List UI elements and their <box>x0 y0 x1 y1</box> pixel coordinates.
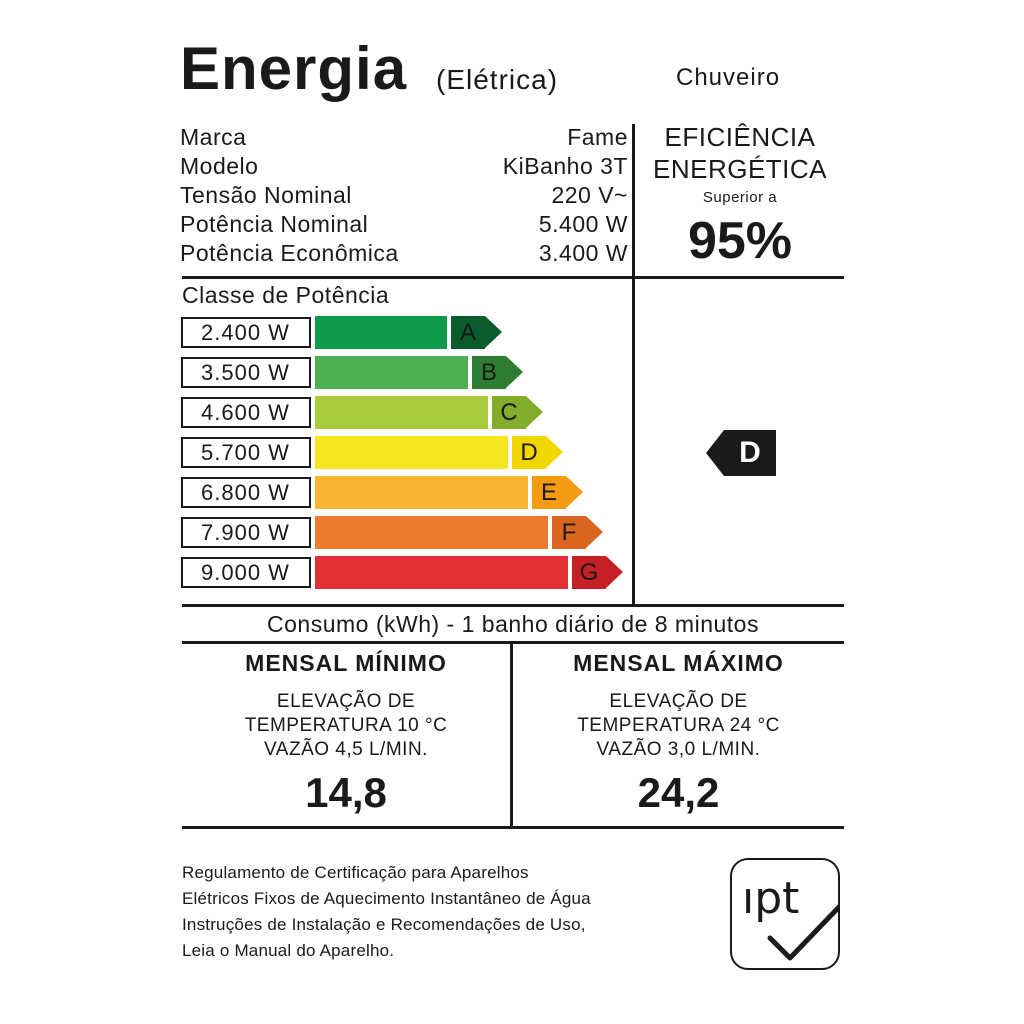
label-subtitle: (Elétrica) <box>436 64 559 95</box>
class-letter-b: B <box>480 359 497 386</box>
class-power-d: 5.700 W <box>181 437 311 468</box>
min-heading: MENSAL MÍNIMO <box>245 650 447 676</box>
label-title: Energia <box>180 35 408 102</box>
max-value: 24,2 <box>637 769 720 816</box>
class-power-e: 6.800 W <box>181 477 311 508</box>
class-arrow-a: A <box>451 316 502 349</box>
spec-row-marca: Marca Fame <box>180 123 628 152</box>
max-heading: MENSAL MÁXIMO <box>573 650 784 676</box>
class-power-g: 9.000 W <box>181 557 311 588</box>
class-letter-f: F <box>561 519 577 546</box>
spec-label: Potência Nominal <box>180 211 369 237</box>
class-letter-e: E <box>540 479 557 506</box>
class-bar-b <box>315 356 468 389</box>
footer-line-2: Elétricos Fixos de Aquecimento Instantân… <box>182 889 591 908</box>
class-power-f: 7.900 W <box>181 517 311 548</box>
spec-row-modelo: Modelo KiBanho 3T <box>180 152 628 181</box>
spec-row-potencia-nominal: Potência Nominal 5.400 W <box>180 210 628 239</box>
spec-value: 5.400 W <box>538 211 628 237</box>
spec-value: 3.400 W <box>538 240 628 266</box>
min-line-3: VAZÃO 4,5 L/MIN. <box>264 739 428 760</box>
class-letter-c: C <box>500 399 518 426</box>
spec-label: Tensão Nominal <box>180 182 352 208</box>
efficiency-title-2: ENERGÉTICA <box>652 154 828 184</box>
spec-label: Marca <box>180 124 247 150</box>
min-value: 14,8 <box>305 769 387 816</box>
class-bar-e <box>315 476 528 509</box>
class-bar-d <box>315 436 508 469</box>
class-letter-d: D <box>520 439 538 466</box>
class-bar-c <box>315 396 488 429</box>
spec-value: 220 V~ <box>551 182 628 208</box>
class-arrow-c: C <box>492 396 543 429</box>
class-arrow-b: B <box>472 356 523 389</box>
class-arrow-g: G <box>572 556 623 589</box>
class-power-c: 4.600 W <box>181 397 311 428</box>
spec-row-potencia-economica: Potência Econômica 3.400 W <box>180 239 628 268</box>
divider-specs <box>182 276 844 279</box>
efficiency-superior-label: Superior a <box>702 189 778 206</box>
min-line-1: ELEVAÇÃO DE <box>276 691 416 712</box>
min-line-2: TEMPERATURA 10 °C <box>244 715 448 736</box>
divider-consumo <box>182 641 844 644</box>
footer-line-4: Leia o Manual do Aparelho. <box>182 941 395 960</box>
footer-line-3: Instruções de Instalação e Recomendações… <box>182 915 586 934</box>
efficiency-value: 95% <box>687 212 793 270</box>
consumption-title: Consumo (kWh) - 1 banho diário de 8 minu… <box>267 611 759 637</box>
max-line-2: TEMPERATURA 24 °C <box>577 715 780 736</box>
divider-classes <box>182 604 844 607</box>
class-letter-a: A <box>459 319 476 346</box>
efficiency-title: EFICIÊNCIA <box>664 122 816 152</box>
class-bar-f <box>315 516 548 549</box>
divider-vertical-right <box>632 124 635 605</box>
footer-line-1: Regulamento de Certificação para Aparelh… <box>182 863 529 882</box>
classes-title: Classe de Potência <box>182 282 390 308</box>
class-letter-g: G <box>579 559 599 586</box>
divider-consumo-columns <box>510 641 513 828</box>
class-power-a: 2.400 W <box>181 317 311 348</box>
divider-footer <box>182 826 844 829</box>
spec-row-tensao: Tensão Nominal 220 V~ <box>180 181 628 210</box>
class-bar-g <box>315 556 568 589</box>
max-line-3: VAZÃO 3,0 L/MIN. <box>596 739 761 760</box>
class-arrow-e: E <box>532 476 583 509</box>
selected-class-indicator: D <box>706 430 776 476</box>
ipt-logo-text: ıpt <box>742 873 800 924</box>
spec-label: Modelo <box>180 153 259 179</box>
ipt-logo: ıpt <box>730 858 840 970</box>
max-line-1: ELEVAÇÃO DE <box>609 691 748 712</box>
class-bar-a <box>315 316 447 349</box>
selected-class-letter: D <box>724 430 776 476</box>
class-arrow-f: F <box>552 516 603 549</box>
spec-value: Fame <box>567 124 628 150</box>
class-power-b: 3.500 W <box>181 357 311 388</box>
checkmark-icon <box>767 903 840 961</box>
class-arrow-d: D <box>512 436 563 469</box>
spec-value: KiBanho 3T <box>502 153 628 179</box>
spec-label: Potência Econômica <box>180 240 399 266</box>
product-type: Chuveiro <box>676 64 781 91</box>
